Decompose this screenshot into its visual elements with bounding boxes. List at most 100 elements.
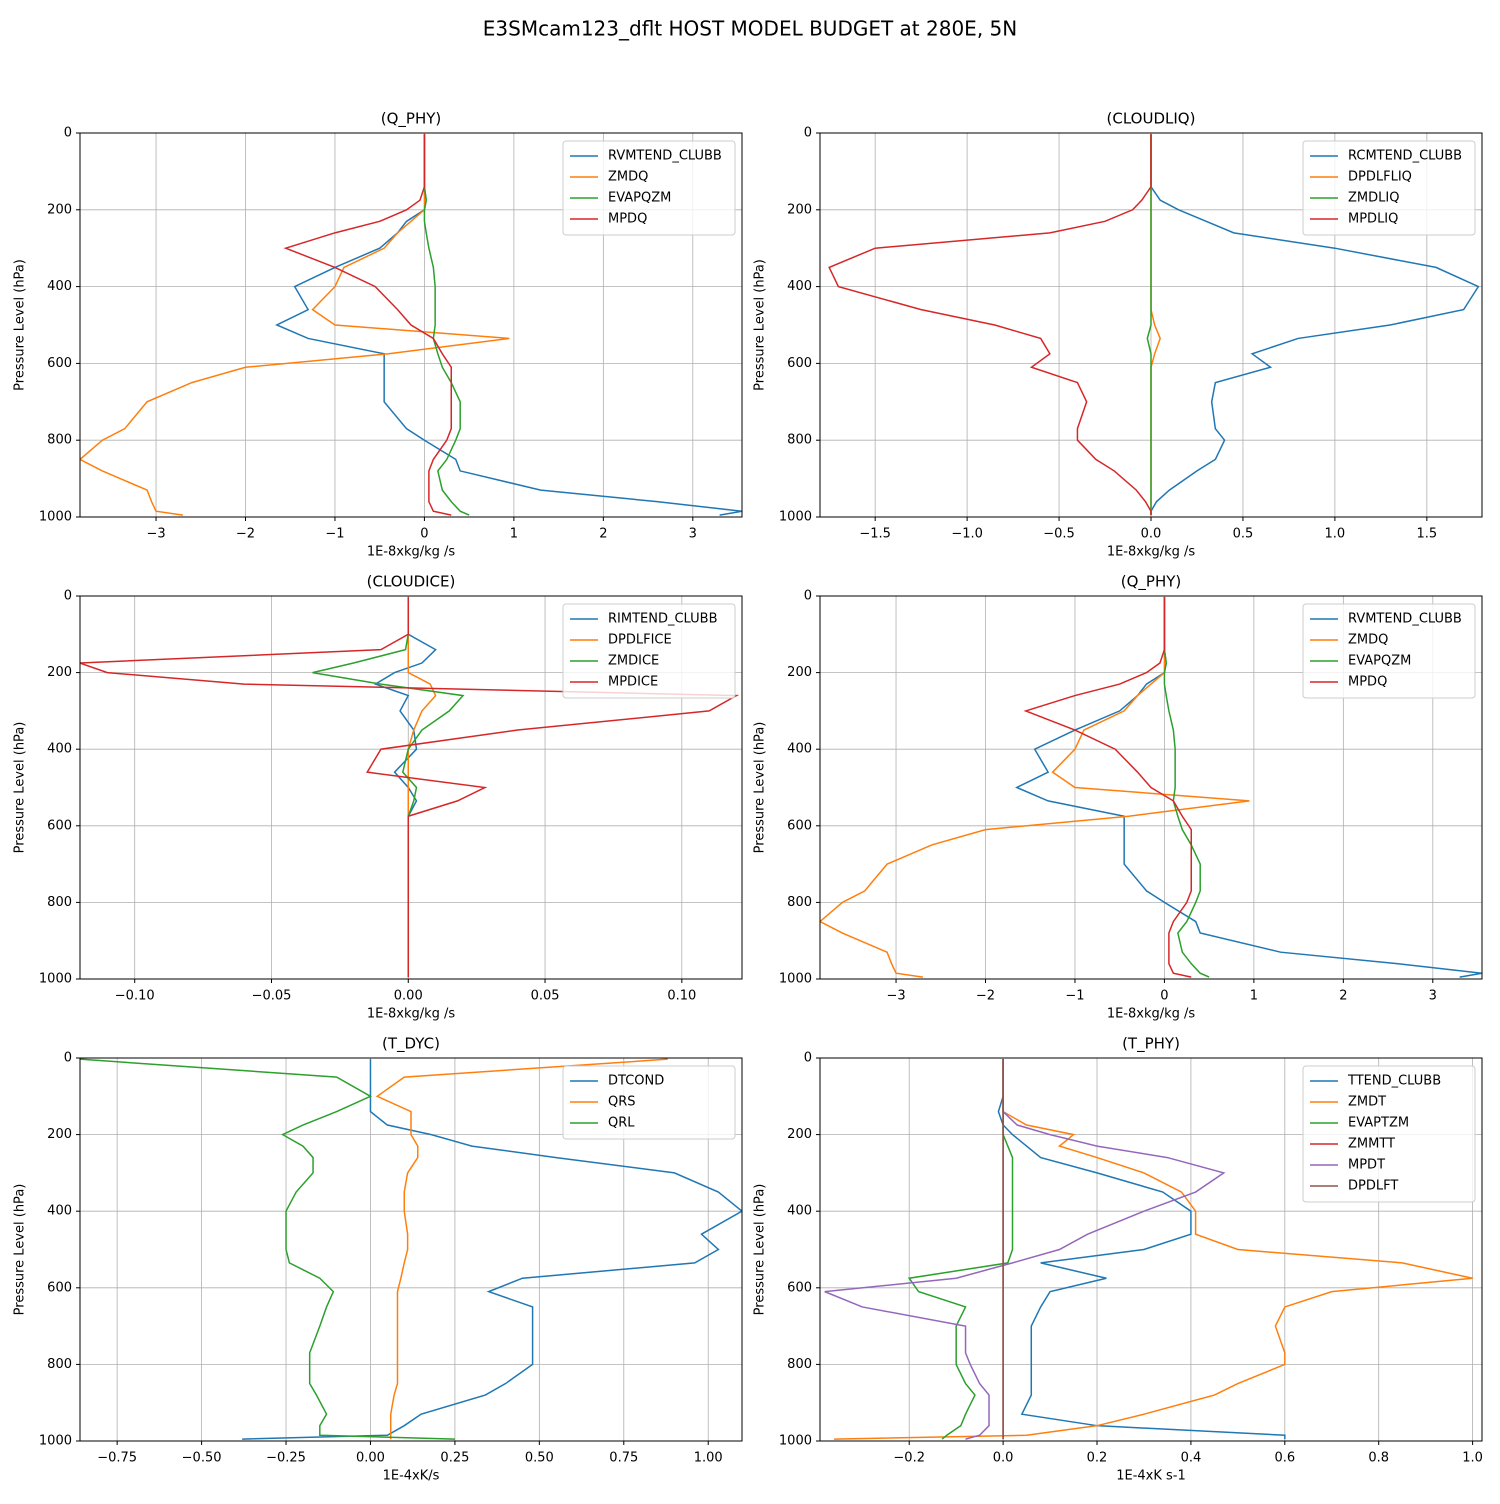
subplot-title: (CLOUDLIQ) xyxy=(1107,110,1196,128)
x-tick-label: 0.10 xyxy=(667,989,696,1004)
series-line xyxy=(834,1059,1473,1440)
legend-label: RCMTEND_CLUBB xyxy=(1348,149,1462,164)
legend-label: ZMDQ xyxy=(1348,633,1388,648)
subplot-title: (CLOUDICE) xyxy=(367,573,456,591)
subplot: −0.10 −0.05 0.00 0.05 0.10 0 200 400 600 800 1000 (… xyxy=(13,573,743,1022)
x-tick-label: 0.00 xyxy=(394,989,423,1004)
series-line xyxy=(80,1058,455,1440)
subplot: −3 −2 −1 0 1 2 3 0 200 400 600 800 1000 (Q_PHY) 1E-8xk… xyxy=(753,573,1483,1022)
legend-label: QRS xyxy=(608,1095,636,1110)
subplot: −1.5 −1.0 −0.5 0.0 0.5 1.0 1.5 0 200 400 600 800 100… xyxy=(753,110,1483,560)
x-tick-label: 2 xyxy=(1339,989,1347,1004)
y-axis-label: Pressure Level (hPa) xyxy=(13,722,28,854)
subplot-title: (T_DYC) xyxy=(382,1035,440,1054)
y-tick-label: 600 xyxy=(47,1280,72,1295)
x-tick-label: −2 xyxy=(976,989,995,1004)
y-tick-label: 0 xyxy=(64,1051,72,1066)
y-tick-label: 1000 xyxy=(779,972,812,987)
x-tick-label: 0.05 xyxy=(531,989,560,1004)
legend-label: RIMTEND_CLUBB xyxy=(608,612,718,627)
x-tick-label: 0.2 xyxy=(1087,1451,1108,1466)
y-tick-label: 200 xyxy=(47,202,72,217)
y-tick-label: 400 xyxy=(47,1204,72,1219)
y-tick-label: 800 xyxy=(47,433,72,448)
legend: TTEND_CLUBB ZMDT EVAPTZM ZMMTT MPDT DPDLFT xyxy=(1302,1065,1476,1203)
x-tick-label: 3 xyxy=(1429,989,1437,1004)
x-tick-label: 1 xyxy=(510,527,518,542)
axes-frame xyxy=(819,595,1483,980)
y-tick-label: 400 xyxy=(47,742,72,757)
series-line xyxy=(1150,134,1480,516)
legend-label: ZMDQ xyxy=(608,170,648,185)
legend-box xyxy=(562,1065,736,1140)
y-axis-label: Pressure Level (hPa) xyxy=(753,1184,768,1316)
y-tick-label: 0 xyxy=(64,589,72,604)
legend-label: RVMTEND_CLUBB xyxy=(608,149,722,164)
axes-frame xyxy=(819,132,1483,518)
legend-label: EVAPTZM xyxy=(1348,1116,1409,1131)
legend-label: DTCOND xyxy=(608,1074,664,1089)
x-tick-label: −1 xyxy=(325,527,344,542)
legend-label: ZMDLIQ xyxy=(1348,191,1399,206)
y-tick-label: 1000 xyxy=(39,972,72,987)
series-line xyxy=(283,134,453,516)
x-tick-label: 0.25 xyxy=(440,1451,469,1466)
subplot: −0.75 −0.50 −0.25 0.00 0.25 0.50 0.75 1.00 0 200 4… xyxy=(13,1035,743,1484)
x-tick-label: −0.25 xyxy=(266,1451,306,1466)
legend: RIMTEND_CLUBB DPDLFICE ZMDICE MPDICE xyxy=(562,603,736,699)
subplot-title: (Q_PHY) xyxy=(381,110,442,129)
x-tick-label: −1 xyxy=(1065,989,1084,1004)
legend-label: MPDQ xyxy=(1348,675,1387,690)
axes-frame xyxy=(79,595,743,980)
y-tick-label: 400 xyxy=(787,279,812,294)
y-tick-label: 800 xyxy=(47,895,72,910)
x-tick-label: 3 xyxy=(689,527,697,542)
axes-frame xyxy=(819,1057,1483,1442)
y-tick-label: 1000 xyxy=(39,1434,72,1449)
legend-label: ZMDT xyxy=(1348,1095,1386,1110)
series-line xyxy=(1023,597,1193,978)
legend-label: DPDLFT xyxy=(1348,1179,1398,1194)
x-axis-label: 1E-8xkg/kg /s xyxy=(1107,1007,1196,1022)
legend: RVMTEND_CLUBB ZMDQ EVAPQZM MPDQ xyxy=(1302,603,1476,699)
legend-label: ZMMTT xyxy=(1348,1137,1395,1152)
y-tick-label: 600 xyxy=(787,356,812,371)
y-tick-label: 800 xyxy=(787,1357,812,1372)
subplot: −3 −2 −1 0 1 2 3 0 200 400 600 800 1000 (Q_PHY) 1E-8xk… xyxy=(13,110,743,560)
x-axis-label: 1E-4xK/s xyxy=(383,1469,440,1484)
y-tick-label: 0 xyxy=(804,1051,812,1066)
x-tick-label: 0 xyxy=(1160,989,1168,1004)
x-tick-label: −0.50 xyxy=(182,1451,222,1466)
legend-label: DPDLFLIQ xyxy=(1348,170,1412,185)
y-tick-label: 600 xyxy=(47,818,72,833)
x-tick-label: 0.8 xyxy=(1368,1451,1389,1466)
legend-box xyxy=(562,140,736,236)
x-tick-label: 0.0 xyxy=(993,1451,1014,1466)
y-tick-label: 200 xyxy=(787,665,812,680)
subplot-title: (Q_PHY) xyxy=(1121,573,1182,592)
x-tick-label: 1.0 xyxy=(1462,1451,1483,1466)
legend-box xyxy=(1302,140,1476,236)
x-tick-label: −2 xyxy=(236,527,255,542)
x-tick-label: 0.00 xyxy=(356,1451,385,1466)
x-tick-label: 0.75 xyxy=(609,1451,638,1466)
series-line xyxy=(80,597,740,978)
x-tick-label: 0.6 xyxy=(1274,1451,1295,1466)
x-tick-label: 0 xyxy=(420,527,428,542)
x-axis-label: 1E-4xK s-1 xyxy=(1116,1469,1186,1484)
series-line xyxy=(824,1059,1226,1440)
y-tick-label: 200 xyxy=(787,202,812,217)
plot-area xyxy=(820,597,1482,978)
legend: RCMTEND_CLUBB DPDLFLIQ ZMDLIQ MPDLIQ xyxy=(1302,140,1476,236)
legend-label: ZMDICE xyxy=(608,654,659,669)
x-tick-label: 1.5 xyxy=(1416,527,1437,542)
series-line xyxy=(997,1059,1286,1440)
y-axis-label: Pressure Level (hPa) xyxy=(753,722,768,854)
y-tick-label: 400 xyxy=(787,742,812,757)
y-tick-label: 1000 xyxy=(779,510,812,525)
series-line xyxy=(375,1058,668,1440)
legend-box xyxy=(1302,1065,1476,1203)
x-axis-label: 1E-8xkg/kg /s xyxy=(367,1007,456,1022)
